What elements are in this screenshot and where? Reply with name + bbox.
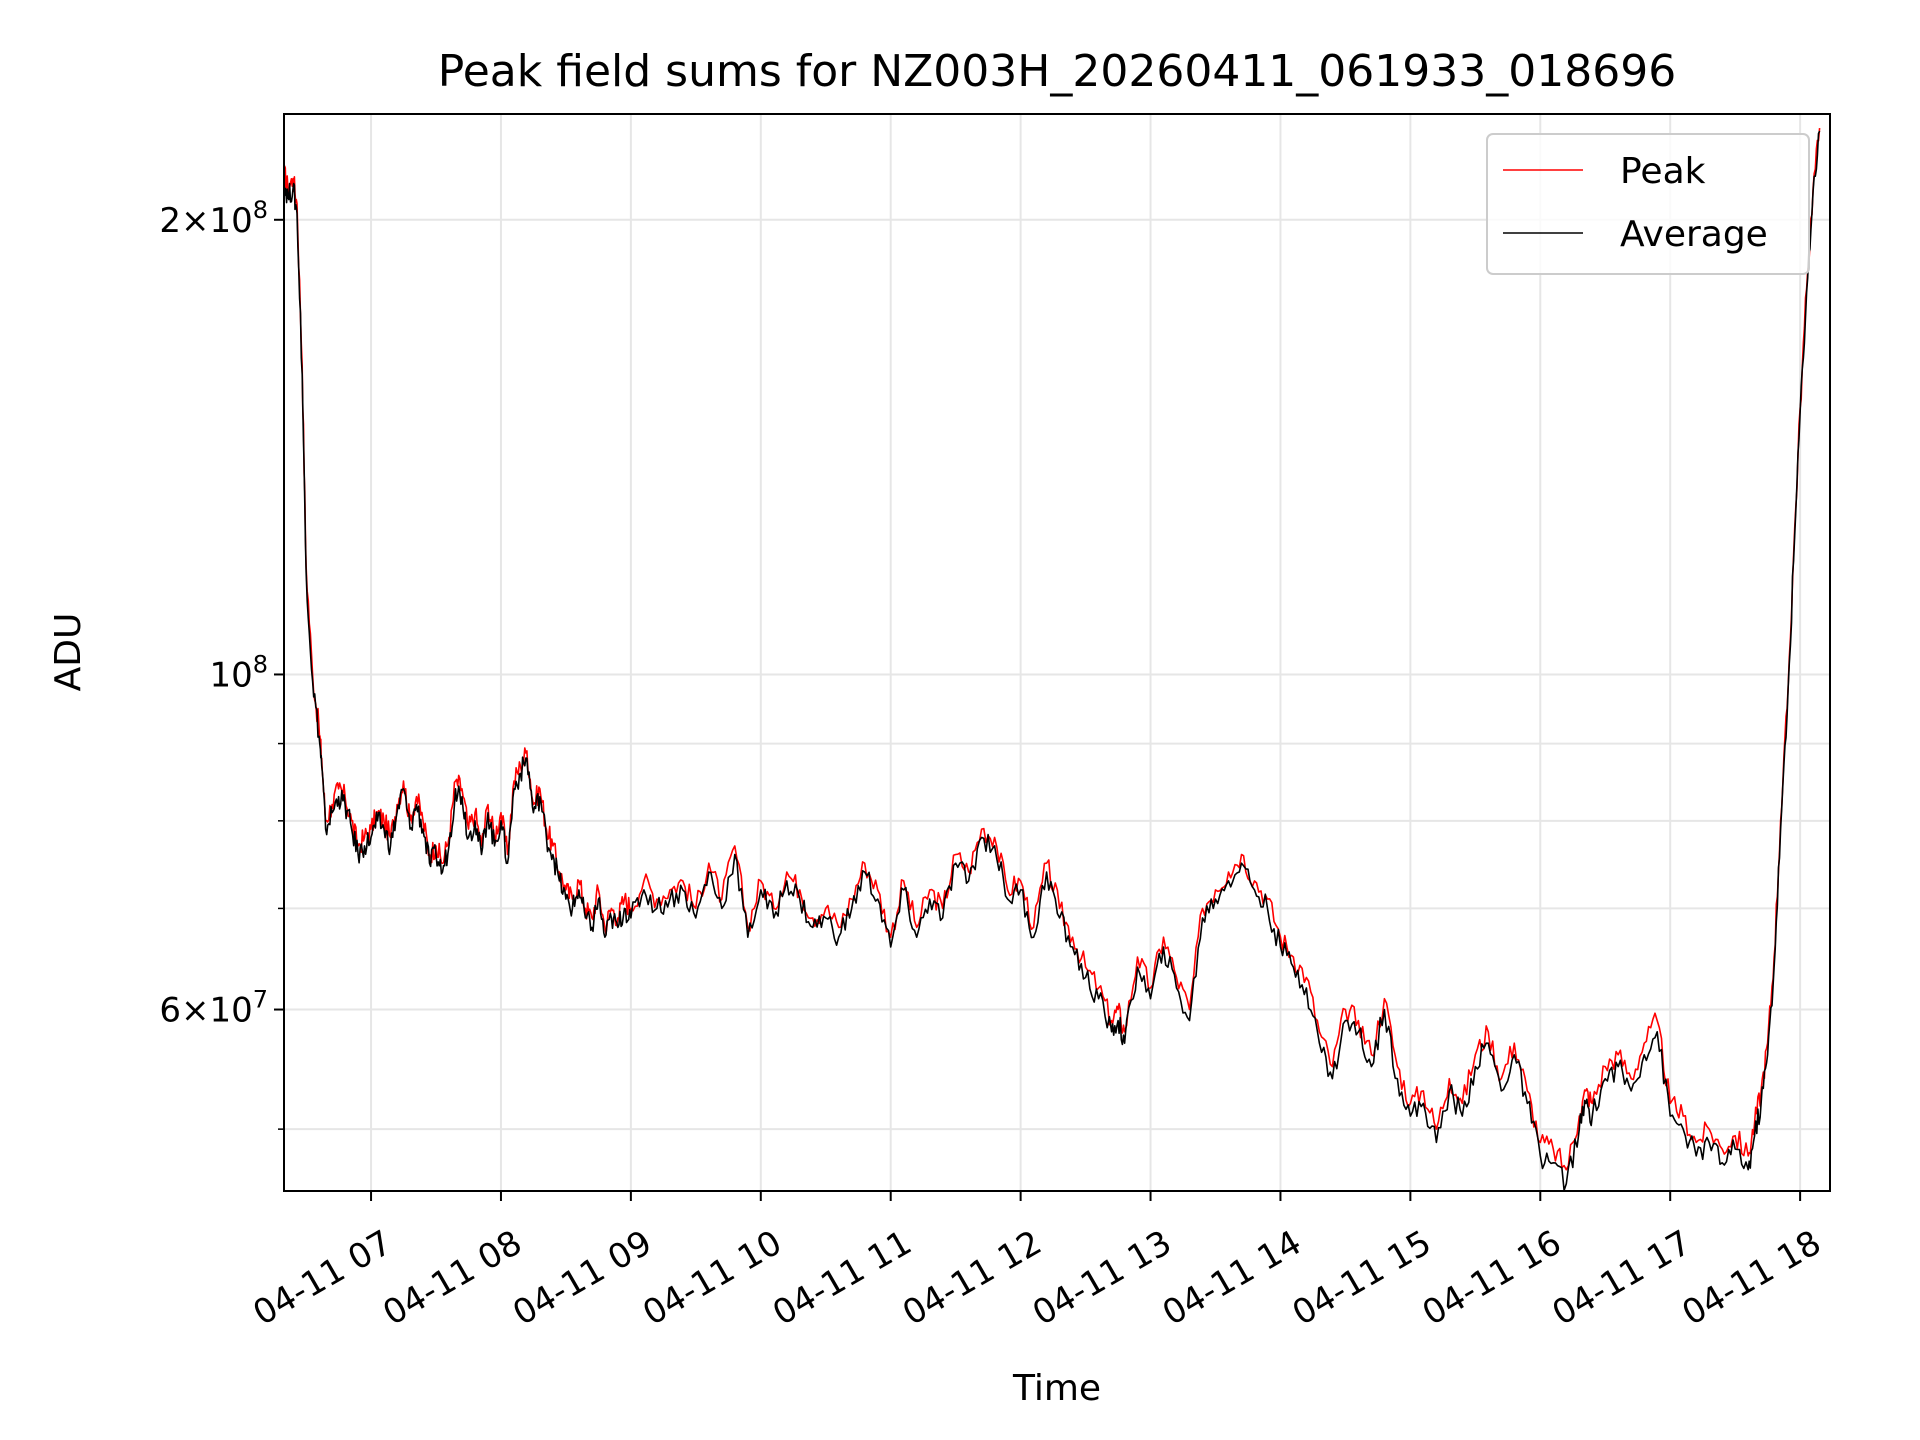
- series-line-average: [283, 130, 1821, 1192]
- legend-label-peak: Peak: [1620, 151, 1706, 192]
- y-tick-label: 6×107: [159, 986, 268, 1031]
- legend-box: [1486, 133, 1810, 275]
- series-lines: [283, 128, 1821, 1192]
- y-axis-label: ADU: [48, 613, 89, 692]
- y-tick-label: 2×108: [159, 196, 268, 241]
- legend: Peak Average: [1486, 133, 1810, 275]
- plot-frame: [283, 113, 1831, 1192]
- grid: [284, 114, 1830, 1191]
- chart-title: Peak field sums for NZ003H_20260411_0619…: [438, 46, 1676, 97]
- y-tick-label: 108: [209, 650, 268, 695]
- legend-label-average: Average: [1620, 214, 1768, 255]
- x-axis-label: Time: [1012, 1368, 1101, 1409]
